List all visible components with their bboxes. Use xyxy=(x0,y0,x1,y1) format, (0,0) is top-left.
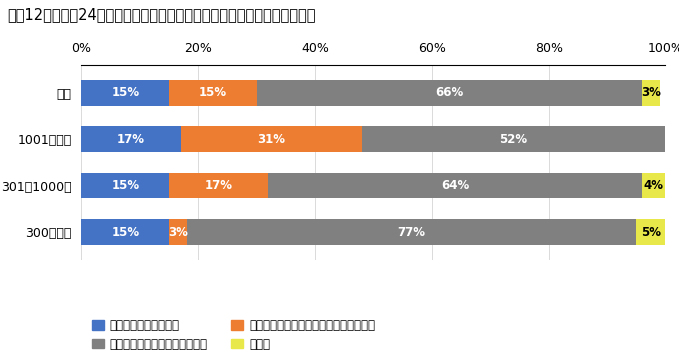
Legend: すでに選考は終了した, 新たにエントリーを受け付ける, 既存のエントリー者だけで選考を続ける, その他: すでに選考は終了した, 新たにエントリーを受け付ける, 既存のエントリー者だけで… xyxy=(88,314,380,355)
Text: 31%: 31% xyxy=(257,133,285,146)
Bar xyxy=(81,80,169,105)
Bar xyxy=(81,173,169,199)
Bar xyxy=(169,80,257,105)
Bar xyxy=(636,219,665,245)
Bar xyxy=(257,80,642,105)
Bar xyxy=(268,173,642,199)
Text: 15%: 15% xyxy=(111,179,139,192)
Bar xyxy=(642,173,665,199)
Text: 図表12　今後の24年卒採用活動予定（単一回答、留学生・外国人を除く）: 図表12 今後の24年卒採用活動予定（単一回答、留学生・外国人を除く） xyxy=(7,7,315,22)
Bar xyxy=(642,80,659,105)
Bar xyxy=(81,219,169,245)
Text: 15%: 15% xyxy=(199,86,227,99)
Text: 64%: 64% xyxy=(441,179,469,192)
Text: 3%: 3% xyxy=(168,226,188,239)
Bar xyxy=(181,126,362,152)
Bar xyxy=(362,126,665,152)
Text: 3%: 3% xyxy=(641,86,661,99)
Bar xyxy=(187,219,636,245)
Text: 5%: 5% xyxy=(641,226,661,239)
Bar xyxy=(81,126,181,152)
Bar xyxy=(169,219,187,245)
Text: 66%: 66% xyxy=(435,86,464,99)
Text: 52%: 52% xyxy=(500,133,528,146)
Bar xyxy=(169,173,268,199)
Text: 4%: 4% xyxy=(644,179,664,192)
Text: 15%: 15% xyxy=(111,86,139,99)
Text: 15%: 15% xyxy=(111,226,139,239)
Text: 17%: 17% xyxy=(204,179,233,192)
Text: 77%: 77% xyxy=(397,226,426,239)
Text: 17%: 17% xyxy=(117,133,145,146)
